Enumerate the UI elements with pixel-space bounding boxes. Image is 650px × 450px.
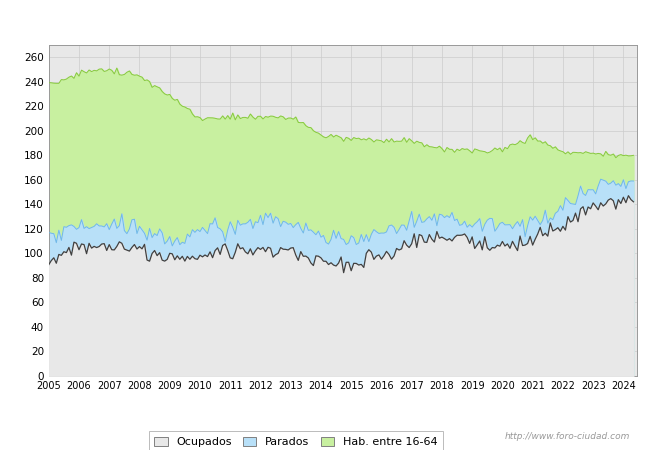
Text: Cortes de Arenoso - Evolucion de la poblacion en edad de Trabajar Mayo de 2024: Cortes de Arenoso - Evolucion de la pobl… (70, 12, 580, 25)
Legend: Ocupados, Parados, Hab. entre 16-64: Ocupados, Parados, Hab. entre 16-64 (149, 431, 443, 450)
Text: http://www.foro-ciudad.com: http://www.foro-ciudad.com (505, 432, 630, 441)
